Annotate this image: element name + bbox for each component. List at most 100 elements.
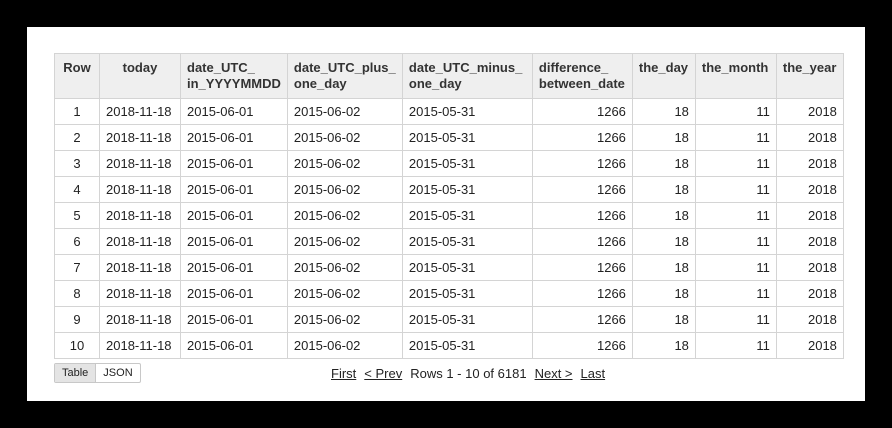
year-cell: 2018 [775,98,844,125]
difference-cell: 1266 [531,306,633,333]
today-cell: 2018-11-18 [99,150,181,177]
table-row: 5 2018-11-18 2015-06-01 2015-06-02 2015-05-3… [54,202,844,229]
column-header-the-month: the_month [694,53,777,99]
date-minus-one-cell: 2015-05-31 [401,124,533,151]
day-cell: 18 [631,202,696,229]
difference-cell: 1266 [531,150,633,177]
date-plus-one-cell: 2015-06-02 [286,202,403,229]
date-plus-one-cell: 2015-06-02 [286,124,403,151]
today-cell: 2018-11-18 [99,98,181,125]
date-minus-one-cell: 2015-05-31 [401,98,533,125]
table-view-button[interactable]: Table [55,364,97,382]
row-number-cell: 5 [54,202,100,229]
year-cell: 2018 [775,254,844,281]
difference-cell: 1266 [531,280,633,307]
date-utc-cell: 2015-06-01 [180,306,288,333]
date-utc-cell: 2015-06-01 [180,228,288,255]
column-header-row: Row [54,53,100,99]
today-cell: 2018-11-18 [99,306,181,333]
date-utc-cell: 2015-06-01 [180,280,288,307]
table-row: 1 2018-11-18 2015-06-01 2015-06-02 2015-05-3… [54,98,844,125]
table-body: 1 2018-11-18 2015-06-01 2015-06-02 2015-05-3… [54,98,844,359]
year-cell: 2018 [775,332,844,359]
row-number-cell: 6 [54,228,100,255]
table-row: 3 2018-11-18 2015-06-01 2015-06-02 2015-05-3… [54,150,844,177]
table-row: 4 2018-11-18 2015-06-01 2015-06-02 2015-05-3… [54,176,844,203]
row-number-cell: 7 [54,254,100,281]
difference-cell: 1266 [531,332,633,359]
prev-page-link[interactable]: < Prev [364,366,403,381]
table-row: 2 2018-11-18 2015-06-01 2015-06-02 2015-05-3… [54,124,844,151]
month-cell: 11 [694,280,777,307]
month-cell: 11 [694,150,777,177]
today-cell: 2018-11-18 [99,280,181,307]
first-page-link[interactable]: First [331,366,357,381]
date-utc-cell: 2015-06-01 [180,98,288,125]
row-number-cell: 9 [54,306,100,333]
today-cell: 2018-11-18 [99,124,181,151]
column-header-the-day: the_day [631,53,696,99]
row-number-cell: 10 [54,332,100,359]
column-header-today: today [99,53,181,99]
month-cell: 11 [694,306,777,333]
month-cell: 11 [694,202,777,229]
json-view-button[interactable]: JSON [103,367,133,379]
difference-cell: 1266 [531,98,633,125]
date-minus-one-cell: 2015-05-31 [401,254,533,281]
date-minus-one-cell: 2015-05-31 [401,176,533,203]
row-number-cell: 8 [54,280,100,307]
day-cell: 18 [631,306,696,333]
date-minus-one-cell: 2015-05-31 [401,306,533,333]
header-row: Row today date_UTC_ in_YYYYMMDD date_UTC_… [54,53,844,99]
year-cell: 2018 [775,150,844,177]
day-cell: 18 [631,254,696,281]
difference-cell: 1266 [531,176,633,203]
column-header-the-year: the_year [775,53,844,99]
year-cell: 2018 [775,280,844,307]
day-cell: 18 [631,150,696,177]
column-header-date-utc-in-yyyymmdd: date_UTC_ in_YYYYMMDD [180,53,288,99]
next-page-link[interactable]: Next > [534,366,573,381]
day-cell: 18 [631,332,696,359]
day-cell: 18 [631,280,696,307]
year-cell: 2018 [775,202,844,229]
results-table: Row today date_UTC_ in_YYYYMMDD date_UTC_… [54,53,844,359]
date-minus-one-cell: 2015-05-31 [401,202,533,229]
column-header-date-utc-plus-one-day: date_UTC_plus_ one_day [286,53,403,99]
view-toggle: Table JSON [54,363,141,383]
column-header-difference-between-date: difference_ between_date [531,53,633,99]
date-utc-cell: 2015-06-01 [180,124,288,151]
month-cell: 11 [694,98,777,125]
month-cell: 11 [694,332,777,359]
date-minus-one-cell: 2015-05-31 [401,280,533,307]
date-minus-one-cell: 2015-05-31 [401,150,533,177]
date-utc-cell: 2015-06-01 [180,176,288,203]
results-panel: Row today date_UTC_ in_YYYYMMDD date_UTC_… [27,27,865,401]
today-cell: 2018-11-18 [99,332,181,359]
table-row: 8 2018-11-18 2015-06-01 2015-06-02 2015-05-3… [54,280,844,307]
last-page-link[interactable]: Last [580,366,606,381]
year-cell: 2018 [775,228,844,255]
table-row: 9 2018-11-18 2015-06-01 2015-06-02 2015-05-3… [54,306,844,333]
difference-cell: 1266 [531,228,633,255]
month-cell: 11 [694,228,777,255]
date-plus-one-cell: 2015-06-02 [286,150,403,177]
difference-cell: 1266 [531,254,633,281]
table-row: 6 2018-11-18 2015-06-01 2015-06-02 2015-05-3… [54,228,844,255]
row-number-cell: 2 [54,124,100,151]
date-utc-cell: 2015-06-01 [180,254,288,281]
difference-cell: 1266 [531,124,633,151]
difference-cell: 1266 [531,202,633,229]
date-utc-cell: 2015-06-01 [180,150,288,177]
date-utc-cell: 2015-06-01 [180,332,288,359]
day-cell: 18 [631,98,696,125]
table-row: 7 2018-11-18 2015-06-01 2015-06-02 2015-05-3… [54,254,844,281]
day-cell: 18 [631,124,696,151]
date-plus-one-cell: 2015-06-02 [286,98,403,125]
month-cell: 11 [694,124,777,151]
row-number-cell: 3 [54,150,100,177]
today-cell: 2018-11-18 [99,202,181,229]
date-plus-one-cell: 2015-06-02 [286,254,403,281]
year-cell: 2018 [775,124,844,151]
date-plus-one-cell: 2015-06-02 [286,176,403,203]
